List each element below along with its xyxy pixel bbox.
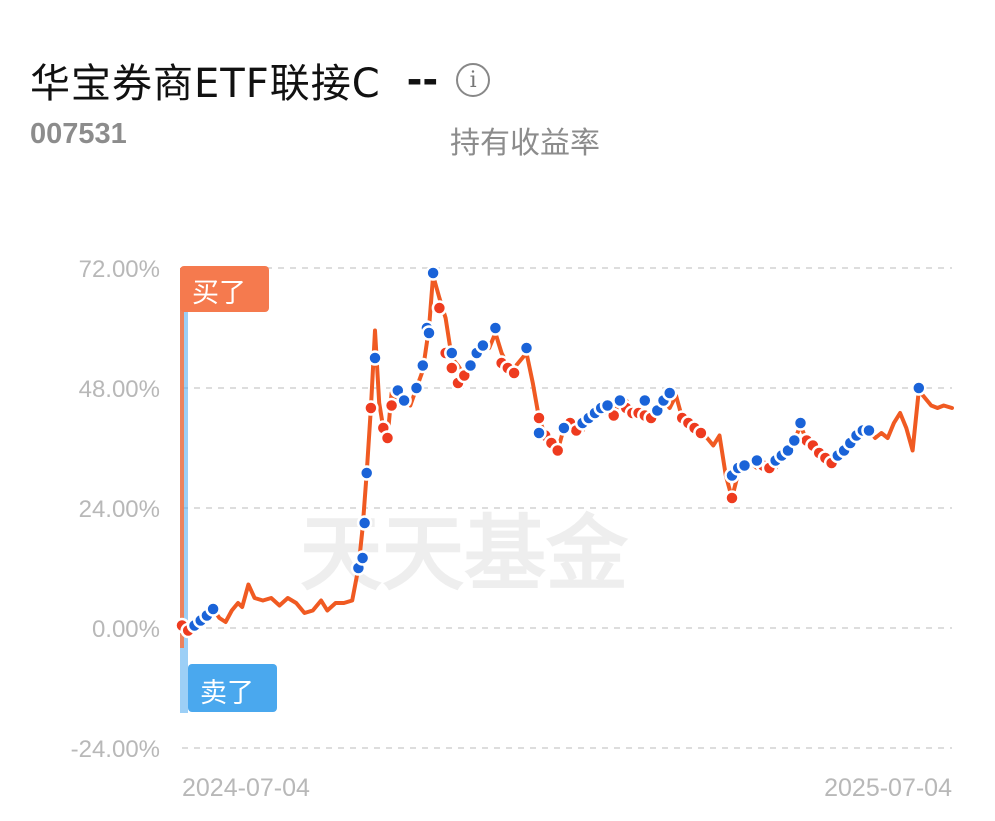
sell-marker[interactable] <box>425 265 441 281</box>
fund-code: 007531 <box>30 118 127 150</box>
buy-marker[interactable] <box>444 360 460 376</box>
sell-marker[interactable] <box>661 385 678 401</box>
sell-marker[interactable] <box>786 432 803 449</box>
info-icon[interactable]: i <box>456 63 491 97</box>
sell-marker[interactable] <box>487 320 504 336</box>
watermark: 天天基金 <box>300 507 629 602</box>
sell-marker[interactable] <box>396 392 412 409</box>
sell-marker[interactable] <box>556 420 572 436</box>
buy-marker[interactable] <box>549 442 566 459</box>
x-axis-ticks: 2024-07-04 2025-07-04 <box>182 774 952 802</box>
buy-tag-stem <box>180 268 184 648</box>
sell-marker[interactable] <box>356 515 373 531</box>
holding-return-label: 持有收益率 <box>450 126 600 161</box>
trade-tags: 买了 卖了 <box>180 266 277 713</box>
trade-markers <box>174 265 927 639</box>
chart-grid <box>182 267 952 749</box>
sell-marker[interactable] <box>462 357 479 374</box>
buy-marker[interactable] <box>363 400 379 416</box>
buy-tag[interactable] <box>180 266 269 312</box>
x-tick-label: 2024-07-04 <box>182 774 310 802</box>
sell-marker[interactable] <box>792 415 809 431</box>
sell-marker[interactable] <box>518 340 535 356</box>
sell-tag-label: 卖了 <box>200 678 254 709</box>
sell-marker[interactable] <box>415 357 431 374</box>
sell-marker[interactable] <box>599 397 616 414</box>
sell-marker[interactable] <box>408 380 425 396</box>
buy-marker[interactable] <box>383 397 400 414</box>
sell-marker[interactable] <box>861 422 877 439</box>
y-tick-label: 72.00% <box>79 256 160 283</box>
fund-name: 华宝券商ETF联接C <box>30 61 381 107</box>
sell-tag[interactable] <box>188 664 277 712</box>
buy-marker[interactable] <box>724 490 740 506</box>
sell-marker[interactable] <box>612 392 628 409</box>
x-tick-label: 2025-07-04 <box>824 774 952 802</box>
y-axis-ticks: 72.00% 48.00% 24.00% 0.00% -24.00% <box>71 256 160 763</box>
sell-marker[interactable] <box>475 337 491 354</box>
sell-marker[interactable] <box>736 457 753 474</box>
buy-marker[interactable] <box>531 410 547 426</box>
sell-marker[interactable] <box>637 392 653 409</box>
buy-marker[interactable] <box>693 425 709 441</box>
y-tick-label: 48.00% <box>79 376 160 403</box>
sell-marker[interactable] <box>367 350 383 366</box>
title-row: 华宝券商ETF联接C -- i <box>30 52 491 108</box>
y-tick-label: 0.00% <box>92 616 160 643</box>
sell-marker[interactable] <box>421 325 437 341</box>
holding-return-value: -- <box>406 58 439 102</box>
buy-tag-label: 买了 <box>192 278 246 309</box>
y-tick-label: -24.00% <box>71 736 160 763</box>
sell-marker[interactable] <box>749 452 765 469</box>
buy-marker[interactable] <box>506 365 522 381</box>
sell-marker[interactable] <box>205 601 221 617</box>
sell-marker[interactable] <box>358 465 375 481</box>
y-tick-label: 24.00% <box>79 496 160 523</box>
buy-marker[interactable] <box>379 430 396 446</box>
sell-marker[interactable] <box>911 380 927 396</box>
sell-marker[interactable] <box>531 425 547 441</box>
sell-marker[interactable] <box>444 345 460 361</box>
buy-marker[interactable] <box>431 300 448 316</box>
sell-marker[interactable] <box>354 550 371 566</box>
